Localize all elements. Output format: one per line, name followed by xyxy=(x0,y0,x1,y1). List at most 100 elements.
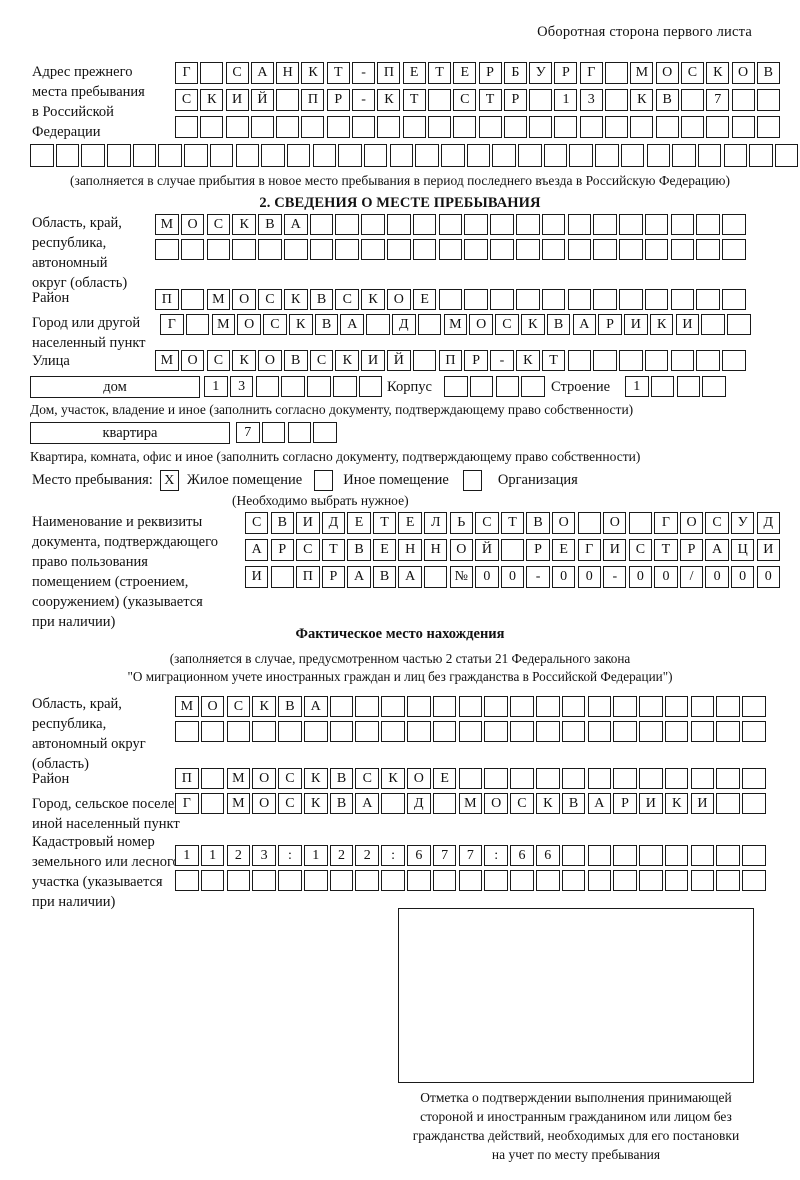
form-cell[interactable]: К xyxy=(301,62,325,84)
form-cell[interactable] xyxy=(490,214,514,235)
form-cell[interactable] xyxy=(387,214,411,235)
form-cell[interactable] xyxy=(696,239,720,260)
form-cell[interactable] xyxy=(232,239,256,260)
form-cell[interactable] xyxy=(722,289,746,310)
form-cell[interactable] xyxy=(301,116,325,138)
form-cell[interactable] xyxy=(287,422,312,443)
stay-type-checkbox-residential[interactable]: X xyxy=(159,470,179,491)
form-cell[interactable] xyxy=(749,144,773,167)
form-cell[interactable]: К xyxy=(303,793,328,814)
form-cell[interactable]: № xyxy=(449,566,474,588)
form-cell[interactable]: С xyxy=(278,768,302,789)
form-cell[interactable] xyxy=(756,89,780,111)
form-cell[interactable] xyxy=(742,793,766,814)
form-cell[interactable]: 7 xyxy=(432,845,457,866)
form-cell[interactable] xyxy=(200,870,225,891)
form-cell[interactable] xyxy=(529,116,553,138)
form-cell[interactable]: Д xyxy=(756,512,780,534)
section2-region-row-2[interactable] xyxy=(155,239,748,260)
form-cell[interactable] xyxy=(613,721,637,742)
form-cell[interactable] xyxy=(646,144,670,167)
form-cell[interactable] xyxy=(432,870,457,891)
form-cell[interactable]: С xyxy=(510,793,534,814)
form-cell[interactable]: 2 xyxy=(226,845,251,866)
form-cell[interactable] xyxy=(620,144,645,167)
form-cell[interactable] xyxy=(774,144,799,167)
form-cell[interactable] xyxy=(650,376,675,397)
korpus-cells[interactable] xyxy=(444,376,547,397)
form-cell[interactable] xyxy=(326,116,350,138)
form-cell[interactable] xyxy=(226,721,251,742)
form-cell[interactable] xyxy=(639,870,663,891)
actual-region-row-2[interactable] xyxy=(175,721,768,742)
form-cell[interactable]: О xyxy=(258,350,282,371)
form-cell[interactable]: Т xyxy=(478,89,502,111)
form-cell[interactable]: А xyxy=(340,314,365,335)
form-cell[interactable]: О xyxy=(237,314,261,335)
form-cell[interactable]: : xyxy=(381,845,405,866)
form-cell[interactable] xyxy=(655,116,679,138)
form-cell[interactable] xyxy=(381,870,405,891)
form-cell[interactable] xyxy=(175,721,199,742)
form-cell[interactable]: 0 xyxy=(628,566,653,588)
form-cell[interactable] xyxy=(639,696,663,717)
form-cell[interactable]: М xyxy=(155,214,179,235)
form-cell[interactable] xyxy=(81,144,105,167)
form-cell[interactable]: : xyxy=(484,845,508,866)
form-cell[interactable] xyxy=(107,144,131,167)
form-cell[interactable] xyxy=(200,768,225,789)
form-cell[interactable] xyxy=(605,62,629,84)
form-cell[interactable] xyxy=(484,870,508,891)
form-cell[interactable] xyxy=(593,239,617,260)
form-cell[interactable] xyxy=(723,144,748,167)
form-cell[interactable] xyxy=(731,89,755,111)
form-cell[interactable]: К xyxy=(232,214,256,235)
form-cell[interactable] xyxy=(158,144,182,167)
form-cell[interactable]: 1 xyxy=(200,845,225,866)
form-cell[interactable] xyxy=(458,870,483,891)
form-cell[interactable] xyxy=(469,376,494,397)
form-cell[interactable] xyxy=(722,214,746,235)
form-cell[interactable]: И xyxy=(690,793,715,814)
form-cell[interactable] xyxy=(690,845,715,866)
form-cell[interactable]: В xyxy=(372,566,397,588)
form-cell[interactable]: 1 xyxy=(625,376,649,397)
form-cell[interactable]: Н xyxy=(398,539,422,561)
stamp-area[interactable] xyxy=(398,908,754,1083)
form-cell[interactable]: С xyxy=(258,289,282,310)
form-cell[interactable] xyxy=(309,214,334,235)
form-cell[interactable] xyxy=(619,289,643,310)
form-cell[interactable] xyxy=(200,721,225,742)
form-cell[interactable] xyxy=(484,696,508,717)
form-cell[interactable]: К xyxy=(377,89,401,111)
form-cell[interactable] xyxy=(619,214,643,235)
form-cell[interactable]: 0 xyxy=(475,566,499,588)
form-cell[interactable] xyxy=(644,350,669,371)
form-cell[interactable] xyxy=(424,566,448,588)
form-cell[interactable]: А xyxy=(245,539,269,561)
form-cell[interactable] xyxy=(209,144,234,167)
form-cell[interactable]: А xyxy=(347,566,371,588)
form-cell[interactable]: К xyxy=(381,768,405,789)
form-cell[interactable] xyxy=(355,721,380,742)
form-cell[interactable]: 2 xyxy=(329,845,354,866)
form-cell[interactable] xyxy=(335,239,360,260)
form-cell[interactable] xyxy=(432,696,457,717)
form-cell[interactable]: Е xyxy=(551,539,576,561)
form-cell[interactable]: 6 xyxy=(407,845,431,866)
form-cell[interactable] xyxy=(742,721,766,742)
form-cell[interactable]: Г xyxy=(654,512,678,534)
form-cell[interactable] xyxy=(680,89,704,111)
form-cell[interactable]: А xyxy=(705,539,729,561)
form-cell[interactable] xyxy=(252,870,276,891)
form-cell[interactable]: 1 xyxy=(554,89,578,111)
form-cell[interactable]: - xyxy=(352,89,376,111)
form-cell[interactable] xyxy=(412,214,437,235)
form-cell[interactable]: Ь xyxy=(449,512,474,534)
form-cell[interactable]: И xyxy=(675,314,700,335)
form-cell[interactable]: М xyxy=(206,289,231,310)
form-cell[interactable] xyxy=(464,239,488,260)
form-cell[interactable] xyxy=(706,116,730,138)
